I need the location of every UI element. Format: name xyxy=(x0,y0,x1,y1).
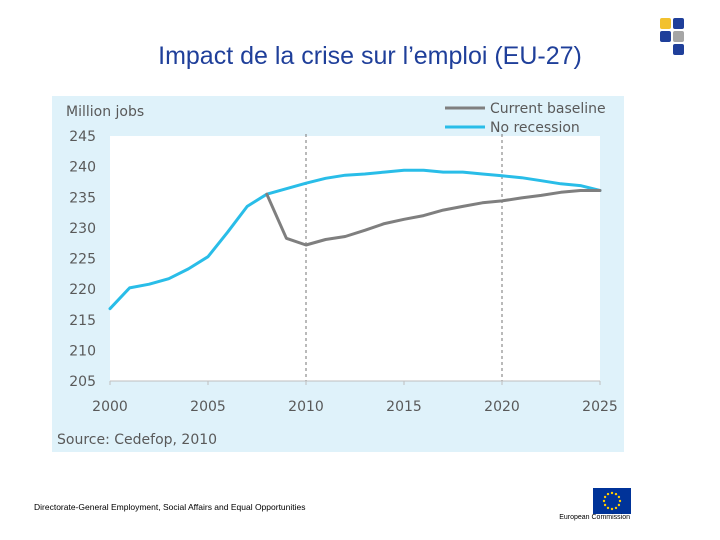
series-line-baseline xyxy=(265,189,602,247)
eu-star xyxy=(602,499,606,503)
y-tick-label: 230 xyxy=(69,221,96,237)
ec-logo-icon xyxy=(660,18,686,58)
european-commission-label: European Commission xyxy=(559,514,630,521)
eu-stars xyxy=(602,491,622,511)
eu-star xyxy=(603,495,607,499)
y-tick-label: 205 xyxy=(69,374,96,390)
logo-square-yellow xyxy=(660,18,671,29)
eu-star xyxy=(610,507,614,511)
chart-panel: 2000 2005 2010 2015 2020 2025 205 210 215 220 225… xyxy=(52,96,624,452)
logo-square-blue-top xyxy=(673,18,684,29)
eu-star xyxy=(610,491,614,495)
x-tick-label: 2005 xyxy=(190,399,226,415)
slide-title: Impact de la crise sur l’emploi (EU-27) xyxy=(158,42,582,70)
eu-star xyxy=(606,506,610,510)
x-tick-label: 2010 xyxy=(288,399,324,415)
y-tick-label: 220 xyxy=(69,282,96,298)
eu-star xyxy=(606,492,610,496)
eu-star xyxy=(614,506,618,510)
y-tick-label: 245 xyxy=(69,129,96,145)
legend-label-baseline: Current baseline xyxy=(490,101,606,117)
y-tick-label: 225 xyxy=(69,252,96,268)
y-tick-label: 210 xyxy=(69,343,96,359)
eu-star xyxy=(618,499,622,503)
eu-star xyxy=(617,495,621,499)
eu-star xyxy=(617,503,621,507)
y-tick-label: 235 xyxy=(69,190,96,206)
footer-dg-text: Directorate-General Employment, Social A… xyxy=(34,502,306,512)
employment-chart: 2000 2005 2010 2015 2020 2025 205 210 215 220 225… xyxy=(52,96,624,452)
y-axis-label: Million jobs xyxy=(66,104,144,120)
logo-square-blue-left xyxy=(660,31,671,42)
x-tick-label: 2020 xyxy=(484,399,520,415)
eu-flag-icon xyxy=(593,488,631,514)
x-tick-label: 2015 xyxy=(386,399,422,415)
chart-source: Source: Cedefop, 2010 xyxy=(57,432,217,448)
y-tick-label: 240 xyxy=(69,160,96,176)
series-line-no-recession xyxy=(108,168,602,311)
chart-legend: Current baseline No recession xyxy=(445,101,606,136)
eu-star xyxy=(614,492,618,496)
x-tick-label: 2000 xyxy=(92,399,128,415)
logo-square-blue-bottom xyxy=(673,44,684,55)
x-tick-label: 2025 xyxy=(582,399,618,415)
eu-star xyxy=(603,503,607,507)
plot-area xyxy=(110,136,600,381)
logo-square-grey xyxy=(673,31,684,42)
y-tick-label: 215 xyxy=(69,313,96,329)
legend-label-no-recession: No recession xyxy=(490,120,580,136)
